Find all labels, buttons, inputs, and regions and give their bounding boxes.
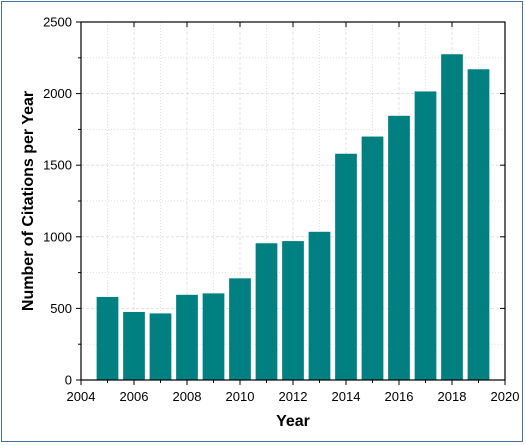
y-tick-labels: 0 500 1000 1500 2000 2500 (43, 15, 72, 388)
bar-2013 (308, 231, 331, 380)
y-tick-label: 2000 (43, 86, 72, 101)
bar-2010 (229, 278, 251, 380)
x-tick-label: 2020 (491, 389, 520, 404)
x-tick-label: 2018 (438, 389, 467, 404)
bar-2015 (361, 136, 384, 380)
bar-2007 (149, 313, 172, 380)
y-tick-label: 2500 (43, 15, 72, 30)
bar-2009 (202, 293, 225, 380)
bar-2018 (441, 54, 463, 380)
x-tick-label: 2012 (279, 389, 308, 404)
x-tick-label: 2006 (120, 389, 149, 404)
x-tick-label: 2008 (173, 389, 202, 404)
bars (96, 54, 490, 381)
y-axis-title: Number of Citations per Year (20, 91, 37, 311)
bar-2011 (255, 243, 278, 380)
y-tick-label: 500 (50, 301, 72, 316)
x-axis-title: Year (276, 413, 310, 430)
y-tick-label: 0 (65, 373, 72, 388)
axes (76, 21, 506, 385)
x-tick-label: 2014 (332, 389, 361, 404)
x-tick-label: 2016 (385, 389, 414, 404)
bar-2017 (414, 91, 437, 381)
y-tick-label: 1000 (43, 229, 72, 244)
x-tick-label: 2004 (67, 389, 96, 404)
bar-2005 (96, 296, 119, 380)
bar-2019 (467, 69, 490, 381)
bar-2006 (123, 311, 145, 380)
x-tick-label: 2010 (226, 389, 255, 404)
bar-2012 (282, 241, 304, 380)
x-tick-labels: 2004 2006 2008 2010 2012 2014 2016 2018 2020 (67, 389, 520, 404)
bar-2016 (388, 115, 410, 381)
bar-2014 (335, 153, 357, 380)
y-tick-label: 1500 (43, 158, 72, 173)
bar-2008 (176, 294, 198, 380)
